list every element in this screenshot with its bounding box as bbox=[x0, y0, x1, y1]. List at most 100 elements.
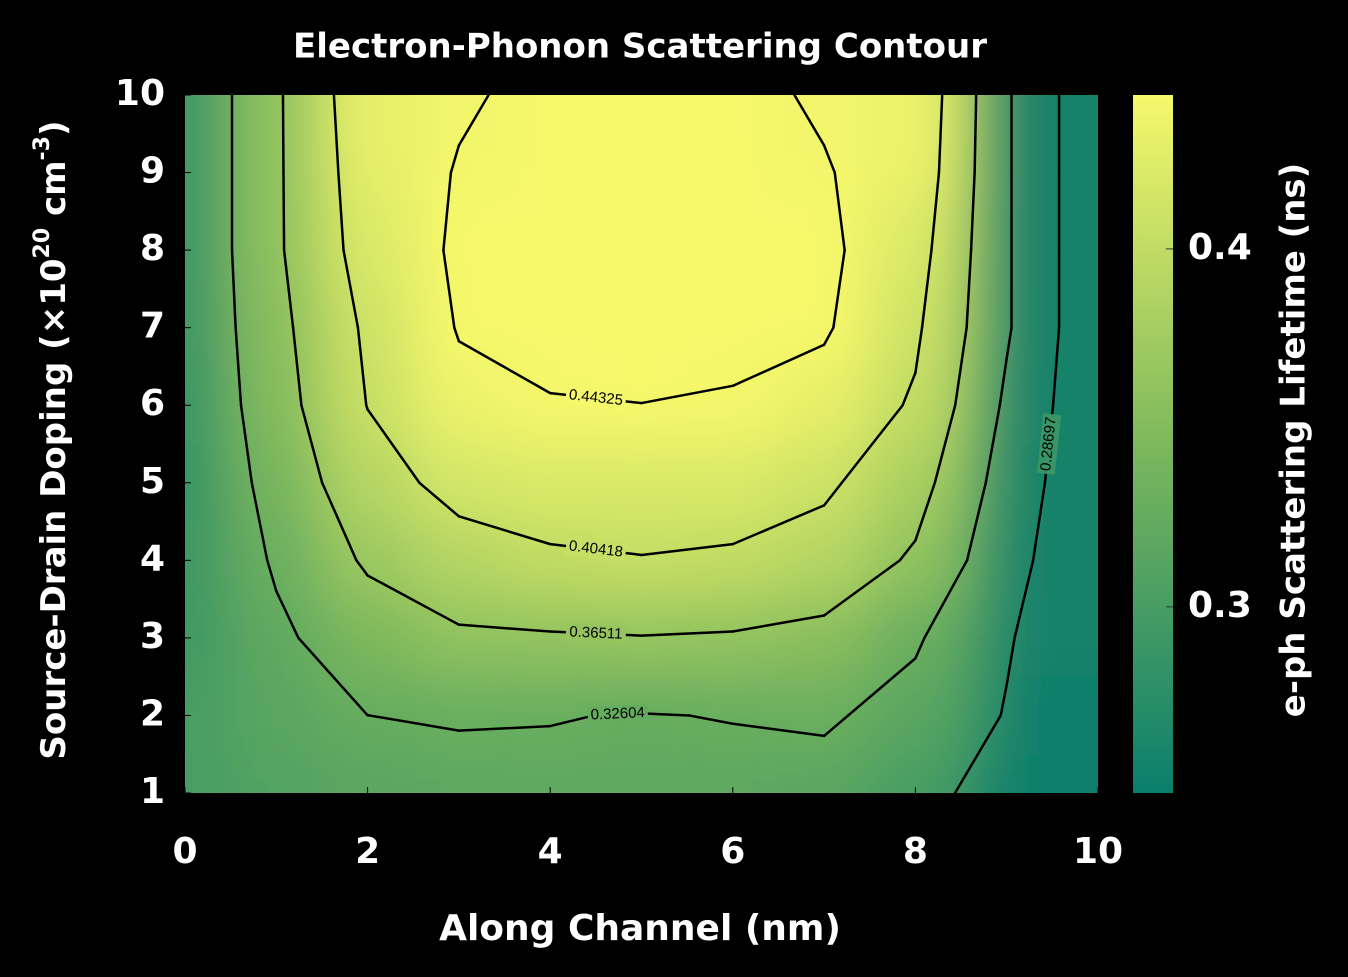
contour-line bbox=[832, 248, 846, 329]
heat-cell bbox=[869, 676, 962, 755]
contour-line bbox=[457, 95, 490, 147]
heat-cell bbox=[869, 366, 962, 444]
x-tick-label: 4 bbox=[538, 831, 563, 872]
y-tick-label: 7 bbox=[140, 306, 165, 347]
contour-line bbox=[731, 614, 826, 633]
contour-line bbox=[846, 657, 917, 717]
heat-cell bbox=[869, 211, 962, 289]
contour-line bbox=[342, 248, 360, 329]
heat-cell bbox=[997, 676, 1098, 755]
x-tick-label: 10 bbox=[1073, 831, 1123, 872]
heat-cell bbox=[869, 599, 962, 677]
contour-line bbox=[640, 542, 735, 557]
contour-line bbox=[640, 630, 735, 637]
contour-line bbox=[1051, 326, 1061, 407]
heat-cell bbox=[997, 95, 1098, 181]
heat-cell bbox=[321, 211, 414, 289]
y-axis-label: Source-Drain Doping (×1020 cm-3) bbox=[30, 120, 74, 759]
heat-cell bbox=[687, 288, 779, 367]
heat-cell bbox=[321, 288, 414, 367]
x-tick-label: 6 bbox=[720, 831, 745, 872]
contour-line bbox=[266, 559, 278, 593]
contour-line bbox=[457, 724, 552, 732]
contour-line bbox=[442, 248, 456, 329]
contour-line bbox=[320, 481, 358, 562]
heat-cell bbox=[413, 599, 505, 677]
heat-cell bbox=[997, 288, 1098, 367]
heat-cell bbox=[595, 444, 688, 522]
chart-title: Electron-Phonon Scattering Contour bbox=[293, 27, 987, 67]
contour-line bbox=[453, 326, 461, 343]
x-axis-label: Along Channel (nm) bbox=[439, 908, 841, 949]
contour-line bbox=[793, 95, 826, 147]
y-tick-label: 1 bbox=[140, 771, 165, 812]
contour-line bbox=[1005, 636, 1016, 687]
y-label-sup: 20 bbox=[30, 228, 55, 259]
heat-cell bbox=[321, 521, 414, 600]
heat-cell bbox=[687, 521, 779, 600]
x-tick-label: 0 bbox=[172, 831, 197, 872]
heat-cell bbox=[997, 521, 1098, 600]
contour-label: 0.28697 bbox=[1037, 416, 1060, 472]
contour-line bbox=[953, 326, 968, 407]
contour-line bbox=[281, 95, 285, 174]
heat-cell bbox=[687, 444, 779, 522]
contour-line bbox=[914, 326, 924, 375]
contour-line bbox=[965, 481, 988, 562]
heat-cell bbox=[230, 676, 322, 755]
y-label-part: cm bbox=[34, 160, 74, 227]
contour-line bbox=[282, 248, 295, 329]
colorbar-tick-label: 0.4 bbox=[1188, 227, 1252, 268]
contour-line bbox=[239, 403, 254, 485]
contour-line bbox=[822, 326, 835, 347]
contour-line bbox=[291, 326, 303, 407]
heat-cell bbox=[413, 288, 505, 367]
heat-cell bbox=[321, 444, 414, 522]
x-tick-label: 8 bbox=[903, 831, 928, 872]
contours: 0.28697 0.32604 0.36511 0.40418 0.44325 bbox=[230, 95, 1062, 793]
heat-cell bbox=[778, 599, 870, 677]
contour-line bbox=[332, 95, 340, 174]
contour-line bbox=[998, 357, 1008, 407]
contour-line bbox=[687, 714, 735, 725]
heat-cell bbox=[595, 95, 688, 181]
heat-cell bbox=[869, 95, 962, 181]
heat-cells bbox=[185, 95, 1098, 793]
contour-line bbox=[250, 481, 269, 562]
contour-line bbox=[914, 636, 926, 660]
heat-cell bbox=[413, 676, 505, 755]
contour-line bbox=[969, 171, 976, 252]
contour-line bbox=[449, 144, 461, 174]
heat-cell bbox=[687, 211, 779, 289]
heat-cell bbox=[778, 521, 870, 600]
heat-cell bbox=[504, 95, 596, 181]
contour-line bbox=[457, 339, 552, 395]
contour-label-group: 0.44325 bbox=[565, 385, 627, 411]
y-label-sup: -3 bbox=[30, 136, 55, 160]
heat-cell bbox=[504, 444, 596, 522]
contour-line bbox=[297, 636, 369, 717]
heat-cell bbox=[504, 211, 596, 289]
colorbar-tick-label: 0.3 bbox=[1188, 585, 1252, 626]
contour-line bbox=[442, 171, 453, 252]
contour-line bbox=[937, 95, 944, 174]
heat-cell bbox=[687, 676, 779, 755]
contour-line bbox=[898, 539, 917, 562]
contour-line bbox=[822, 714, 850, 738]
contour-line bbox=[933, 403, 957, 485]
heat-cell bbox=[869, 288, 962, 367]
contour-label-group: 0.36511 bbox=[565, 623, 627, 644]
contour-line bbox=[840, 403, 904, 485]
heat-cell bbox=[778, 366, 870, 444]
x-tick-label: 2 bbox=[355, 831, 380, 872]
heat-cell bbox=[413, 366, 505, 444]
contour-line bbox=[640, 384, 735, 405]
contour-label-bg bbox=[564, 537, 627, 563]
contour-line bbox=[953, 714, 1002, 793]
contour-line bbox=[356, 326, 368, 407]
heat-cell bbox=[595, 211, 688, 289]
contour-line bbox=[457, 623, 552, 633]
heat-cell bbox=[413, 211, 505, 289]
contour-line bbox=[366, 408, 421, 485]
contour-label-bg bbox=[565, 385, 627, 411]
